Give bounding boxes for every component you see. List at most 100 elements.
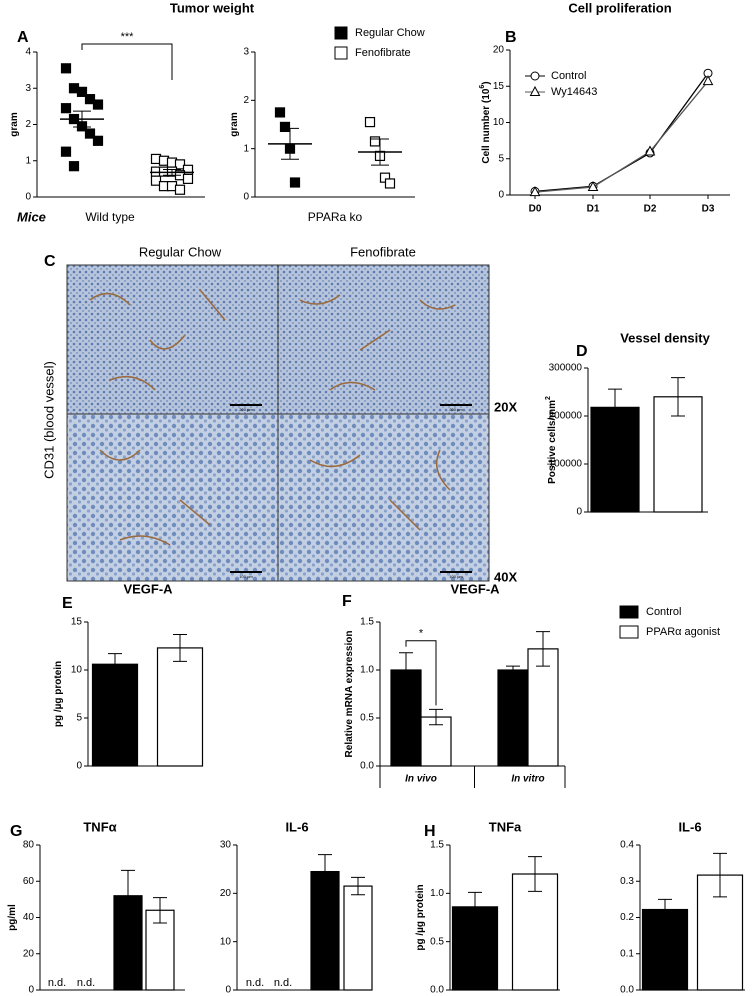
- marker: [587, 180, 599, 192]
- y-tick-label: 3: [243, 47, 249, 58]
- y-tick-label: 2: [243, 95, 249, 106]
- x-axis-label: PPARa ko: [308, 210, 363, 224]
- error-bar: [468, 891, 482, 922]
- panel-letter: C: [44, 253, 56, 270]
- error-bar: [73, 110, 91, 128]
- y-tick-label: 20: [23, 948, 35, 959]
- panel-letter: E: [62, 595, 73, 612]
- chart-title: TNFα: [83, 819, 116, 834]
- data-point: [60, 146, 72, 157]
- legend-swatch: [619, 625, 639, 639]
- column-label: Regular Chow: [139, 244, 222, 259]
- value-label: n.d.: [246, 977, 264, 989]
- legend-marker: [530, 71, 540, 81]
- y-axis-label: Cell number (106): [479, 81, 492, 163]
- significance-label: *: [419, 628, 424, 640]
- error-bar: [163, 168, 181, 176]
- panel-letter: A: [17, 29, 29, 46]
- error-bar: [108, 653, 122, 676]
- y-axis-label-text: gram: [9, 112, 20, 137]
- chart-title: IL-6: [678, 819, 701, 834]
- data-point: [150, 175, 162, 186]
- y-tick-label: 0: [28, 985, 34, 996]
- y-tick-label: 0.1: [620, 948, 634, 959]
- data-point: [369, 136, 381, 147]
- value-label: n.d.: [77, 977, 95, 989]
- panel-letter: G: [10, 823, 22, 840]
- data-point: [84, 94, 96, 105]
- data-point: [60, 63, 72, 74]
- y-axis-label: pg /µg protein: [415, 884, 426, 950]
- data-point: [60, 103, 72, 114]
- y-tick-label: 1.5: [430, 840, 444, 851]
- x-tick-label: In vitro: [511, 774, 544, 785]
- y-tick-label: 0.5: [430, 936, 444, 947]
- bar: [145, 909, 175, 991]
- panel-letter: D: [576, 343, 588, 360]
- chart-title: Tumor weight: [170, 0, 255, 15]
- error-bar: [371, 138, 389, 166]
- bar: [310, 870, 340, 991]
- vessel-stain: [89, 289, 456, 546]
- image-panel: C Regular Chow Fenofibrate CD31 (blood v…: [41, 244, 517, 584]
- y-tick-label: 1.0: [430, 888, 444, 899]
- chart-title: TNFa: [489, 819, 522, 834]
- error-bar: [671, 377, 685, 417]
- data-point: [174, 159, 186, 170]
- error-bar: [281, 127, 299, 160]
- marker: [644, 145, 656, 156]
- scale-bar-label: 200 µm: [449, 407, 463, 412]
- legend-label: Fenofibrate: [355, 47, 411, 59]
- data-point: [384, 178, 396, 189]
- data-point: [68, 161, 80, 172]
- x-tick-label: D1: [587, 204, 600, 215]
- y-tick-label: 1.5: [360, 617, 374, 628]
- scale-bar-label: 200 µm: [239, 407, 253, 412]
- data-point: [84, 128, 96, 139]
- marker: [702, 75, 714, 86]
- bar: [343, 885, 373, 991]
- y-axis-label-sup: 6: [479, 85, 486, 89]
- bar: [641, 908, 689, 991]
- y-tick-label: 0.2: [620, 912, 634, 923]
- data-point: [274, 107, 286, 118]
- panel-letter: F: [342, 593, 352, 610]
- y-tick-label: 300000: [549, 363, 583, 374]
- y-tick-label: 1.0: [360, 665, 374, 676]
- chart-title: Vessel density: [620, 330, 710, 345]
- micrograph: [277, 413, 490, 582]
- y-axis-label-text: gram: [229, 112, 240, 137]
- y-axis-label: gram: [9, 112, 20, 137]
- y-tick-label: 1: [243, 143, 249, 154]
- error-bar: [153, 897, 167, 924]
- x-tick-label: D2: [644, 204, 657, 215]
- significance-label: ***: [121, 31, 135, 43]
- chart-title: VEGF-A: [123, 581, 173, 596]
- marker: [529, 186, 541, 197]
- error-bar: [528, 856, 542, 892]
- chart-title: VEGF-A: [450, 581, 500, 596]
- error-bar: [351, 876, 365, 896]
- legend-label: Control: [551, 70, 586, 82]
- data-point: [92, 99, 104, 110]
- y-axis-label-sup: 2: [545, 396, 552, 400]
- significance-bracket: [405, 640, 437, 706]
- error-bar: [399, 652, 413, 688]
- value-label: n.d.: [274, 977, 292, 989]
- scale-bar-label: 100 µm: [449, 574, 463, 579]
- y-axis-label-text: pg /µg protein: [415, 884, 426, 950]
- x-axis-label: Wild type: [85, 210, 135, 224]
- error-bar: [506, 665, 520, 675]
- data-point: [289, 177, 301, 188]
- y-tick-label: 15: [493, 81, 505, 92]
- y-tick-label: 5: [76, 713, 82, 724]
- error-bar: [713, 852, 727, 898]
- data-point: [279, 121, 291, 133]
- y-tick-label: 15: [71, 617, 83, 628]
- y-tick-label: 20: [493, 45, 505, 56]
- y-tick-label: 0: [25, 192, 31, 203]
- y-tick-label: 0: [498, 190, 504, 201]
- bar: [497, 669, 529, 767]
